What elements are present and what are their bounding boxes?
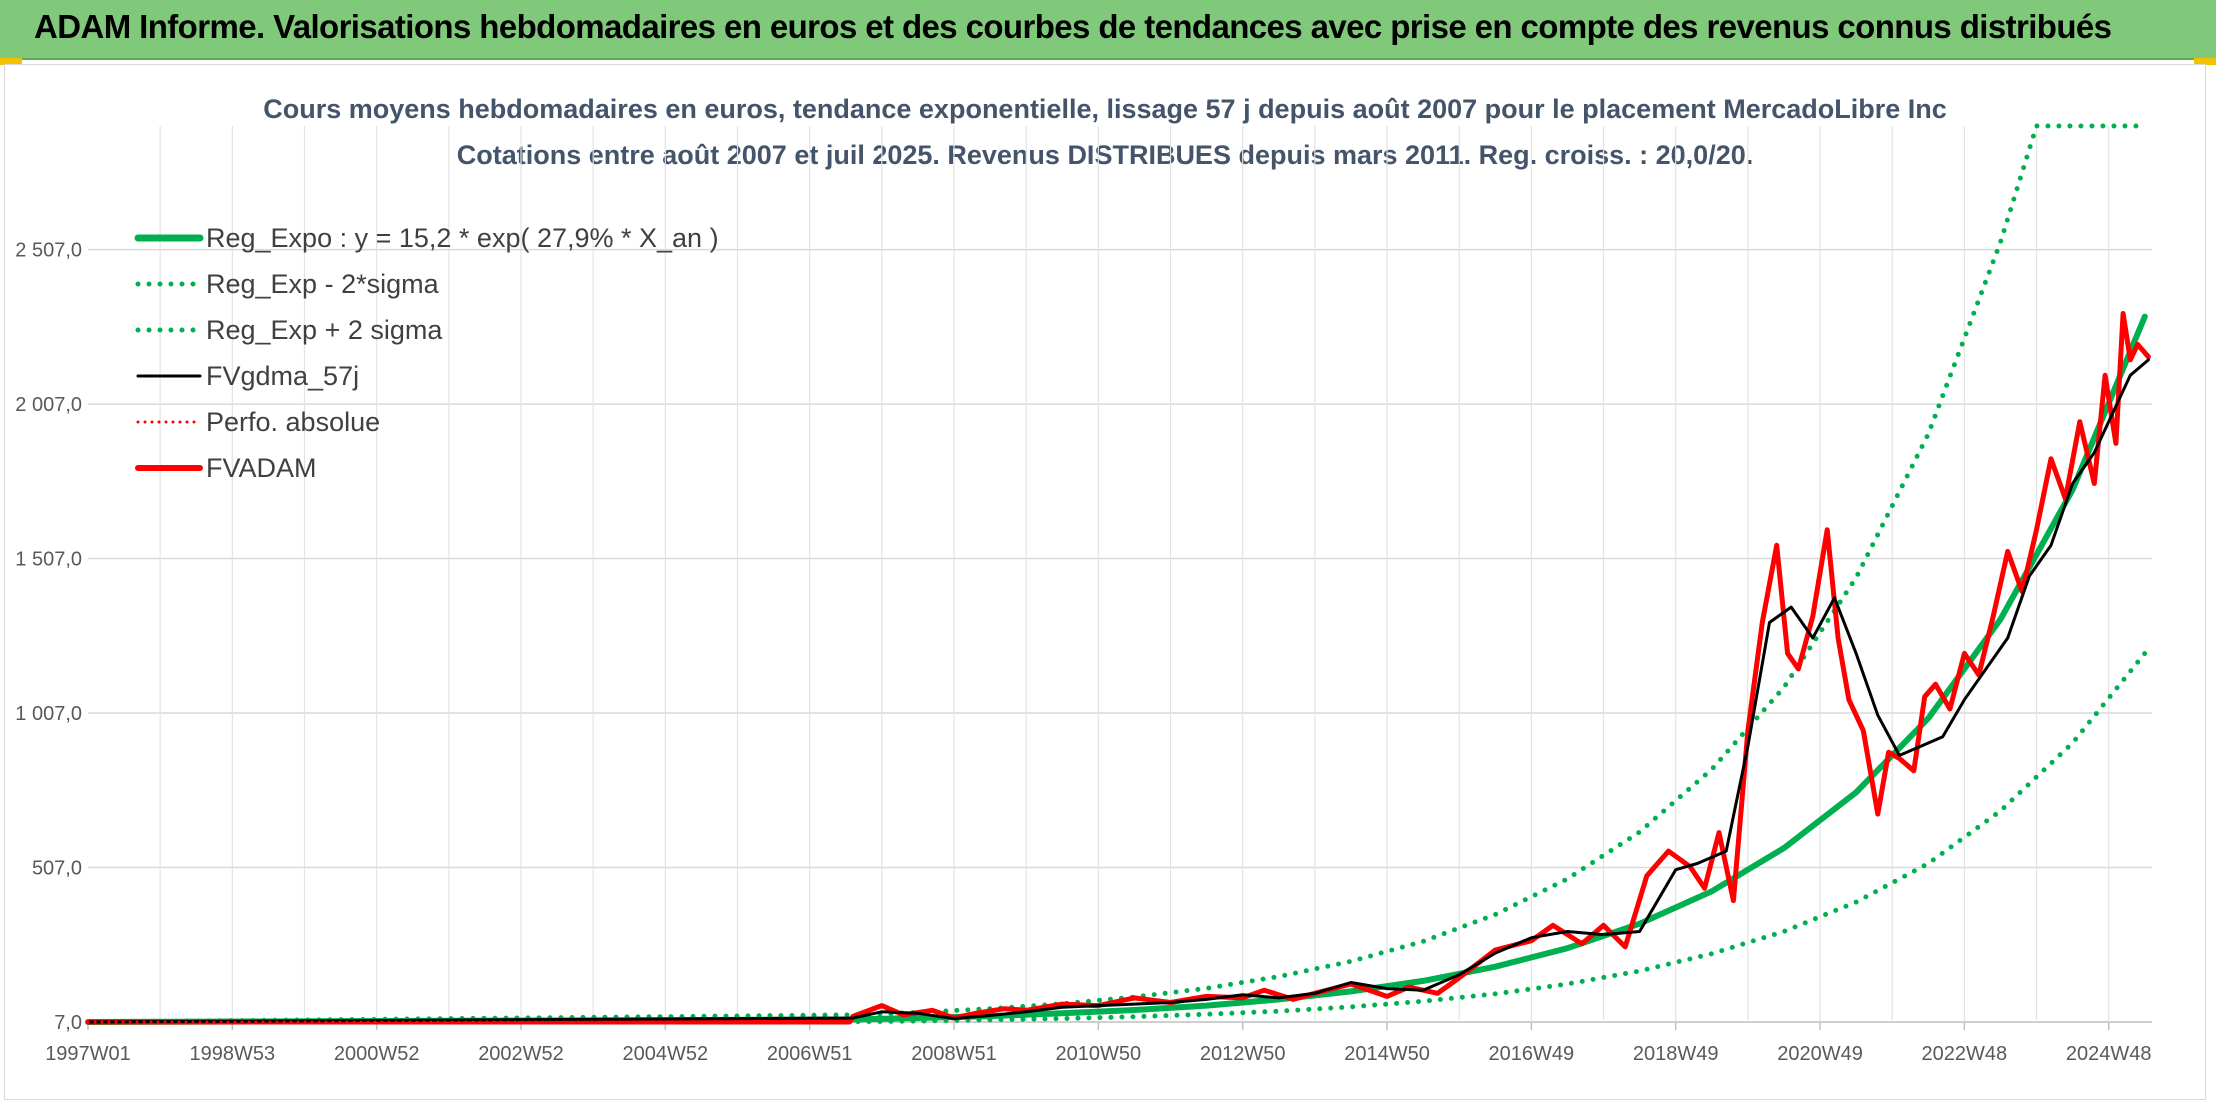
series-lines xyxy=(85,123,2151,1025)
x-tick-label: 2012W50 xyxy=(1200,1043,1286,1065)
x-tick-label: 2004W52 xyxy=(623,1043,709,1065)
report-title: ADAM Informe. Valorisations hebdomadaire… xyxy=(34,8,2112,45)
legend-label: FVgdma_57j xyxy=(206,361,359,391)
x-tick-label: 2002W52 xyxy=(478,1043,564,1065)
series-line-1 xyxy=(85,313,2148,1025)
x-tick-label: 2018W49 xyxy=(1633,1043,1719,1065)
x-tick-label: 2000W52 xyxy=(334,1043,420,1065)
series-line-2 xyxy=(85,650,2148,1025)
y-tick-label: 2 507,0 xyxy=(15,240,82,262)
x-tick-label: 2024W48 xyxy=(2066,1043,2152,1065)
legend-label: Reg_Exp + 2 sigma xyxy=(206,315,443,345)
legend-label: Reg_Expo : y = 15,2 * exp( 27,9% * X_an … xyxy=(206,223,719,253)
chart-subtitle: Cotations entre août 2007 et juil 2025. … xyxy=(457,140,1754,170)
legend-label: FVADAM xyxy=(206,453,317,483)
x-tick-label: 2022W48 xyxy=(1922,1043,2008,1065)
x-tick-label: 2006W51 xyxy=(767,1043,853,1065)
corner-marker-top-left xyxy=(0,58,22,65)
x-tick-label: 2014W50 xyxy=(1344,1043,1430,1065)
report-header: ADAM Informe. Valorisations hebdomadaire… xyxy=(0,0,2216,60)
legend: Reg_Expo : y = 15,2 * exp( 27,9% * X_an … xyxy=(134,223,719,483)
legend-label: Perfo. absolue xyxy=(206,407,380,437)
x-tick-label: 1998W53 xyxy=(190,1043,276,1065)
chart-title: Cours moyens hebdomadaires en euros, ten… xyxy=(263,94,1947,124)
legend-label: Reg_Exp - 2*sigma xyxy=(206,269,440,299)
y-tick-label: 507,0 xyxy=(32,858,82,880)
y-tick-label: 2 007,0 xyxy=(15,394,82,416)
chart-area xyxy=(4,64,2206,1100)
grid-lines xyxy=(88,126,2152,1023)
x-tick-label: 2020W49 xyxy=(1777,1043,1863,1065)
x-tick-label: 2016W49 xyxy=(1489,1043,1575,1065)
y-tick-label: 1 007,0 xyxy=(15,703,82,725)
x-tick-label: 2010W50 xyxy=(1056,1043,1142,1065)
series-line-4 xyxy=(86,358,2150,1024)
x-tick-label: 1997W01 xyxy=(45,1043,131,1065)
series-line-3 xyxy=(85,123,2148,1025)
axis-labels: 7,0 507,0 1 007,0 1 507,0 2 007,0 2 507,0 1997… xyxy=(15,240,2151,1065)
y-tick-label: 1 507,0 xyxy=(15,549,82,571)
series-line-6 xyxy=(85,311,2151,1025)
x-tick-label: 2008W51 xyxy=(911,1043,997,1065)
corner-marker-top-right xyxy=(2194,58,2216,65)
y-tick-label: 7,0 xyxy=(54,1012,82,1034)
